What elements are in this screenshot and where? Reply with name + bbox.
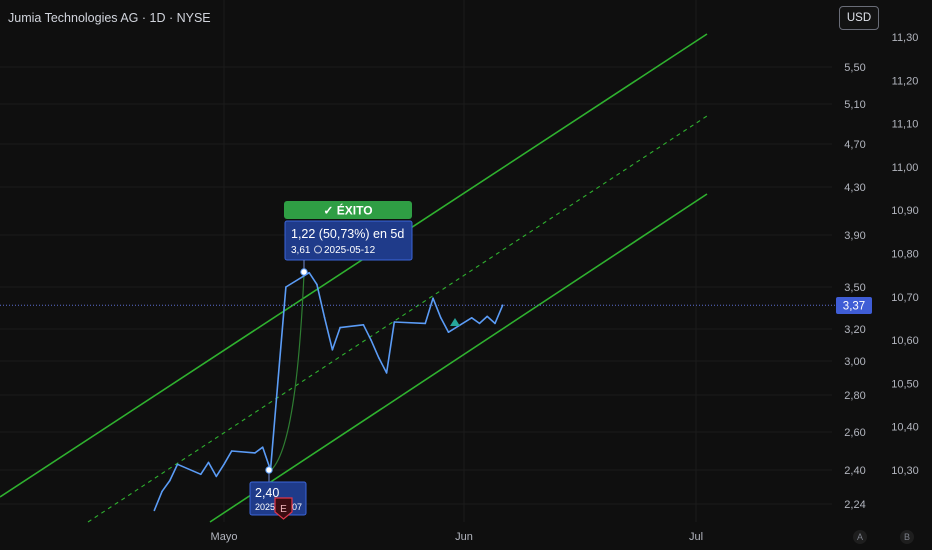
channel-mid-line[interactable] xyxy=(87,115,708,523)
price-point xyxy=(323,317,326,319)
price-point xyxy=(362,324,365,326)
price-point xyxy=(339,326,341,329)
price-point xyxy=(440,317,442,319)
high-price: 3,61 xyxy=(291,245,311,256)
price-point xyxy=(254,452,256,454)
left-price-axis: 5,50 5,10 4,70 4,30 3,90 3,50 3,20 3,00 2,80 2,60… xyxy=(844,62,865,511)
right-price-axis: 11,30 11,20 11,10 11,00 10,90 10,80 10,70 10,60… xyxy=(891,32,919,477)
price-points xyxy=(153,271,504,512)
price-point xyxy=(393,321,396,323)
auto-scale-button[interactable]: A xyxy=(853,530,867,544)
high-point-marker xyxy=(300,268,308,276)
price-point xyxy=(385,372,388,374)
price-point xyxy=(215,475,218,478)
left-tick-label: 5,50 xyxy=(844,62,865,74)
right-tick-label: 11,20 xyxy=(892,75,919,87)
channel-lower-line[interactable] xyxy=(209,193,708,523)
price-point xyxy=(176,463,179,466)
right-tick-label: 10,70 xyxy=(891,292,919,304)
price-point xyxy=(277,377,280,379)
right-tick-label: 11,30 xyxy=(892,32,919,44)
right-tick-label: 10,90 xyxy=(891,205,919,217)
left-tick-label: 3,00 xyxy=(844,356,865,368)
left-tick-label: 3,50 xyxy=(844,282,865,294)
left-tick-label: 4,30 xyxy=(844,182,865,194)
earnings-label: E xyxy=(280,504,287,515)
price-point xyxy=(501,304,504,307)
price-point xyxy=(470,317,473,319)
right-tick-label: 10,30 xyxy=(891,465,919,477)
time-axis: Mayo Jun Jul xyxy=(211,531,703,543)
price-point xyxy=(261,446,264,449)
price-point xyxy=(494,322,496,325)
price-point xyxy=(223,463,225,466)
log-scale-button[interactable]: B xyxy=(900,530,914,544)
clock-icon xyxy=(314,245,322,254)
price-point xyxy=(285,286,287,288)
price-point xyxy=(378,357,380,359)
event-triangle-icon[interactable] xyxy=(450,318,460,326)
success-badge xyxy=(284,201,412,219)
price-point xyxy=(432,297,434,300)
low-point-marker xyxy=(265,466,273,474)
price-point xyxy=(169,479,171,482)
price-point xyxy=(478,322,481,325)
left-tick-label: 2,60 xyxy=(844,427,865,439)
left-tick-label: 5,10 xyxy=(844,99,865,111)
currency-button[interactable]: USD xyxy=(839,6,879,30)
right-tick-label: 10,40 xyxy=(891,422,919,434)
price-point xyxy=(486,315,489,318)
parallel-channel[interactable] xyxy=(0,33,708,523)
x-tick-label: Jul xyxy=(689,531,703,543)
price-point xyxy=(153,509,156,512)
price-point xyxy=(200,473,202,476)
left-tick-label: 2,24 xyxy=(844,499,865,511)
left-tick-label: 4,70 xyxy=(844,139,865,151)
left-tick-label: 3,90 xyxy=(844,230,865,242)
low-date-tail: 07 xyxy=(292,502,302,512)
projection-curve xyxy=(268,273,305,473)
right-tick-label: 10,60 xyxy=(891,335,919,347)
last-price-badge xyxy=(836,297,872,314)
price-point xyxy=(424,322,427,325)
chart-title: Jumia Technologies AG · 1D · NYSE xyxy=(8,11,211,25)
price-series-line xyxy=(153,271,504,511)
high-tooltip xyxy=(284,220,413,261)
price-point xyxy=(447,331,450,334)
success-badge-text: ✓ ÉXITO xyxy=(323,203,372,218)
price-point xyxy=(161,490,163,493)
price-point xyxy=(230,450,233,452)
price-point xyxy=(370,339,372,342)
low-price: 2,40 xyxy=(255,486,279,500)
grid-lines xyxy=(0,0,832,522)
price-point xyxy=(207,461,210,464)
left-tick-label: 3,20 xyxy=(844,324,865,336)
right-tick-label: 11,10 xyxy=(892,119,919,131)
right-tick-label: 10,50 xyxy=(891,378,919,390)
left-tick-label: 2,80 xyxy=(844,390,865,402)
price-point xyxy=(331,349,334,351)
channel-upper-line[interactable] xyxy=(0,33,708,498)
change-text: 1,22 (50,73%) en 5d xyxy=(291,227,404,241)
price-point xyxy=(308,271,311,274)
high-date: 2025-05-12 xyxy=(324,245,376,256)
right-tick-label: 11,00 xyxy=(892,162,919,174)
right-tick-label: 10,80 xyxy=(891,249,919,261)
x-tick-label: Jun xyxy=(455,531,473,543)
price-point xyxy=(316,283,318,286)
left-tick-label: 2,40 xyxy=(844,465,865,477)
last-price-label: 3,37 xyxy=(843,301,865,313)
earnings-icon[interactable] xyxy=(274,497,293,520)
low-date: 2025 xyxy=(255,502,275,512)
x-tick-label: Mayo xyxy=(211,531,238,543)
